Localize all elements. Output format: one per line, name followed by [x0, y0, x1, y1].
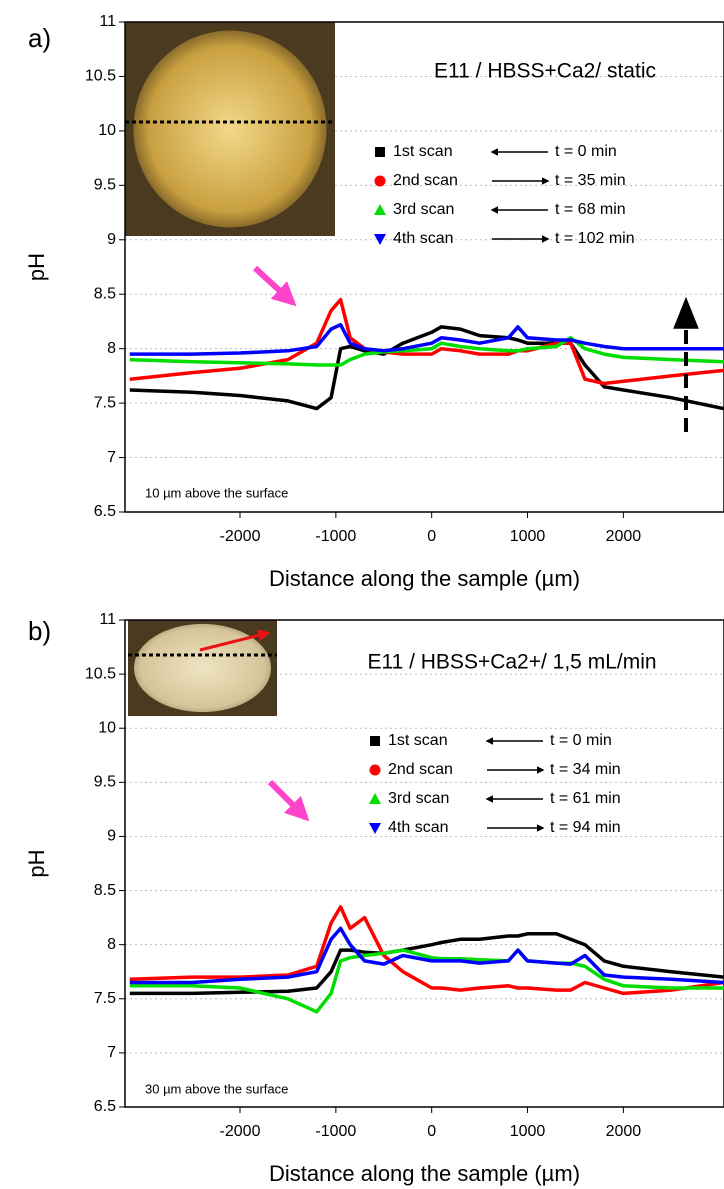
series-line — [129, 926, 724, 985]
x-tick-label: 2000 — [606, 1123, 642, 1140]
legend-marker — [369, 764, 381, 776]
annotation: 30 µm above the surface — [145, 1081, 288, 1096]
x-tick-label: 2000 — [606, 528, 642, 545]
y-tick-label: 6.5 — [94, 503, 116, 520]
y-tick-label: 11 — [99, 13, 116, 30]
legend-label: 2nd scan — [388, 761, 453, 778]
legend-label: 2nd scan — [393, 172, 458, 189]
legend-marker — [370, 736, 380, 746]
legend-label: 3rd scan — [393, 201, 454, 218]
y-tick-label: 7 — [107, 449, 116, 466]
chart-title: E11 / HBSS+Ca2/ static — [434, 60, 656, 83]
plot-frame — [124, 21, 724, 513]
legend-marker — [374, 204, 386, 215]
legend-marker — [375, 147, 385, 157]
y-tick-label: 7.5 — [94, 394, 116, 411]
y-tick-label: 10.5 — [85, 665, 116, 682]
y-tick-label: 8.5 — [94, 882, 116, 899]
y-tick-label: 9.5 — [94, 774, 116, 791]
x-tick-label: 0 — [427, 1123, 436, 1140]
series-line — [129, 948, 724, 1014]
legend-marker — [369, 823, 381, 834]
legend-time: t = 61 min — [550, 790, 621, 807]
legend-label: 4th scan — [393, 230, 453, 247]
y-tick-label: 9 — [107, 231, 116, 248]
sample-disc — [133, 30, 327, 228]
legend-time: t = 35 min — [555, 172, 626, 189]
x-tick-label: -1000 — [315, 1123, 356, 1140]
legend-marker — [374, 175, 386, 187]
legend-time: t = 0 min — [550, 732, 612, 749]
series-line — [129, 325, 724, 411]
annotation: 10 µm above the surface — [145, 485, 288, 500]
y-tick-label: 10 — [98, 719, 116, 736]
legend-marker — [369, 793, 381, 804]
y-tick-label: 9 — [107, 828, 116, 845]
sample-disc — [133, 623, 272, 713]
legend-time: t = 34 min — [550, 761, 621, 778]
y-tick-label: 7 — [107, 1044, 116, 1061]
x-tick-label: 1000 — [510, 1123, 546, 1140]
pointer-arrow — [267, 779, 310, 822]
y-axis-label: pH — [24, 253, 49, 281]
y-tick-label: 7.5 — [94, 990, 116, 1007]
y-tick-label: 9.5 — [94, 177, 116, 194]
y-tick-label: 11 — [99, 611, 116, 628]
legend-time: t = 94 min — [550, 819, 621, 836]
legend-time: t = 102 min — [555, 230, 635, 247]
series-line — [129, 336, 724, 367]
x-axis-label: Distance along the sample (µm) — [269, 1161, 580, 1186]
y-tick-label: 6.5 — [94, 1098, 116, 1115]
series-line — [129, 932, 724, 996]
series-line — [129, 905, 724, 996]
legend-label: 1st scan — [388, 732, 448, 749]
y-tick-label: 8 — [107, 936, 116, 953]
panel-label: b) — [28, 616, 51, 646]
legend-label: 3rd scan — [388, 790, 449, 807]
x-tick-label: -1000 — [315, 528, 356, 545]
chart-title: E11 / HBSS+Ca2+/ 1,5 mL/min — [367, 651, 656, 674]
plot-frame — [124, 619, 724, 1108]
series-line — [129, 297, 724, 386]
x-tick-label: 0 — [427, 528, 436, 545]
y-tick-label: 10.5 — [85, 68, 116, 85]
x-tick-label: 1000 — [510, 528, 546, 545]
legend-label: 1st scan — [393, 143, 453, 160]
legend-time: t = 0 min — [555, 143, 617, 160]
pointer-arrow — [252, 265, 297, 307]
flow-arrow — [199, 629, 271, 652]
y-tick-label: 10 — [98, 122, 116, 139]
x-axis-label: Distance along the sample (µm) — [269, 566, 580, 591]
legend-time: t = 68 min — [555, 201, 626, 218]
panel-label: a) — [28, 23, 51, 53]
y-axis-label: pH — [24, 849, 49, 877]
y-tick-label: 8.5 — [94, 285, 116, 302]
legend-marker — [374, 234, 386, 245]
x-tick-label: -2000 — [220, 528, 261, 545]
y-tick-label: 8 — [107, 340, 116, 357]
legend-label: 4th scan — [388, 819, 448, 836]
series-line — [129, 322, 724, 356]
x-tick-label: -2000 — [220, 1123, 261, 1140]
